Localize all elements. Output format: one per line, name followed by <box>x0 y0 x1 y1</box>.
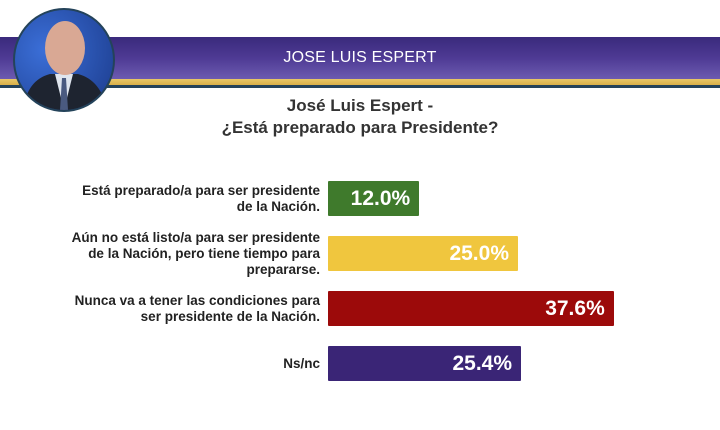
avatar-photo <box>13 8 115 112</box>
chart-title-line1: José Luis Espert - <box>286 96 434 115</box>
bar-value-label: 25.0% <box>449 242 509 265</box>
category-label-line: Nunca va a tener las condiciones para <box>74 292 320 308</box>
header-name: JOSE LUIS ESPERT <box>283 49 437 66</box>
bar <box>328 291 614 326</box>
category-label-line: Está preparado/a para ser presidente <box>82 182 320 198</box>
bar-value-label: 25.4% <box>452 352 513 375</box>
category-label-line: de la Nación, pero tiene tiempo para <box>88 245 320 261</box>
category-label: Aún no está listo/a para ser presidente d… <box>20 230 320 278</box>
chart-title: José Luis Espert - ¿Está preparado para … <box>0 95 720 139</box>
category-label: Está preparado/a para ser presidente de l… <box>20 183 320 215</box>
category-label-line: de la Nación. <box>236 198 320 214</box>
bar <box>328 236 518 271</box>
category-label-line: ser presidente de la Nación. <box>140 308 320 324</box>
header-dark-stripe <box>0 85 720 88</box>
category-label: Nunca va a tener las condiciones para ser… <box>20 293 320 325</box>
bar <box>328 181 420 216</box>
category-label-line: Aún no está listo/a para ser presidente <box>71 229 320 245</box>
bar <box>328 346 522 381</box>
bar-value-label: 12.0% <box>350 187 411 210</box>
header-gold-stripe <box>0 79 720 85</box>
chart-subtitle: ¿Está preparado para Presidente? <box>221 118 499 137</box>
header-band <box>0 37 720 79</box>
category-label-line: prepararse. <box>246 261 320 277</box>
bar-value-label: 37.6% <box>545 297 605 320</box>
category-label-line: Ns/nc <box>283 355 320 371</box>
category-label: Ns/nc <box>20 356 320 372</box>
